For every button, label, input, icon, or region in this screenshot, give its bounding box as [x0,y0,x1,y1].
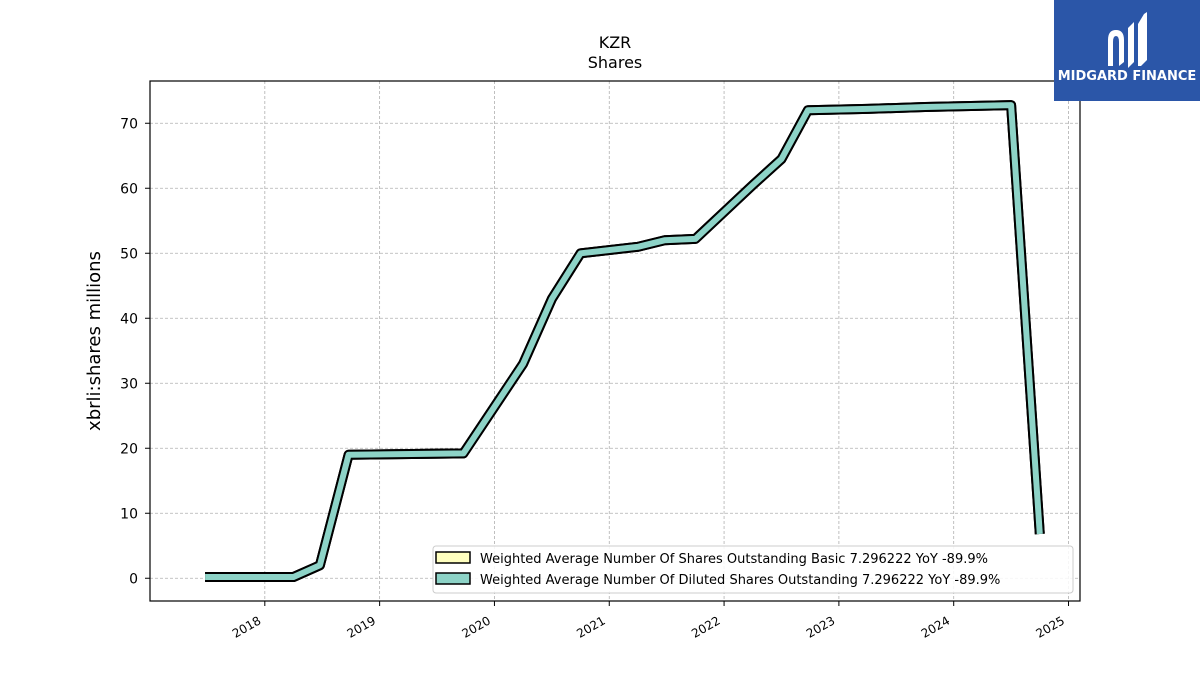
logo-text: MIDGARD FINANCE [1058,69,1197,84]
legend-box [432,545,1074,594]
y-tick-label: 30 [120,376,138,392]
chart-title: KZR [599,33,632,52]
legend-label-diluted: Weighted Average Number Of Diluted Share… [480,573,1000,588]
y-tick-label: 40 [120,311,138,327]
y-tick-label: 20 [120,441,138,457]
legend-swatch-basic [435,551,471,564]
y-axis-ticks: 0 10 20 30 40 50 60 70 [120,116,150,587]
legend-swatch-diluted [435,572,471,585]
y-tick-label: 50 [120,246,138,262]
y-axis-label: xbrli:shares millions [84,251,105,431]
y-tick-label: 60 [120,181,138,197]
logo-mark-icon [1108,12,1147,68]
logo-background [1054,0,1200,101]
series-line-1 [205,102,1043,580]
series-lines [205,100,1045,582]
chart-subtitle: Shares [588,53,643,72]
y-tick-label: 70 [120,116,138,132]
legend-label-basic: Weighted Average Number Of Shares Outsta… [480,552,988,567]
y-tick-label: 10 [120,506,138,522]
y-tick-label: 0 [129,571,138,587]
brand-logo: MIDGARD FINANCE [1054,0,1200,101]
grid-lines [150,81,1080,601]
plot-area-frame [149,80,1081,602]
legend: Weighted Average Number Of Shares Outsta… [432,545,1074,594]
